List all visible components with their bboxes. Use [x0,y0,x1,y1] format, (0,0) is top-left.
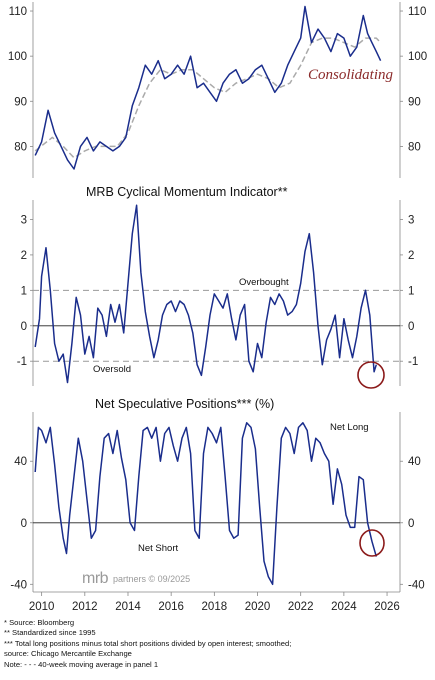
y-tick-label-left: 90 [14,96,27,108]
positions-panel-title: Net Speculative Positions*** (%) [95,397,274,411]
footnote-standardized: ** Standardized since 1995 [4,628,96,638]
footnote-positions-definition: *** Total long positions minus total sho… [4,638,292,648]
highlight-circle-positions [359,529,385,557]
y-tick-label-left: 100 [8,51,27,63]
x-tick-label: 2012 [72,601,98,613]
y-tick-label-left: -1 [17,356,27,368]
y-tick-label-right: 3 [408,214,414,226]
series-line [34,5,382,170]
y-tick-label-right: 100 [408,51,427,63]
x-tick-label: 2010 [29,601,55,613]
brand-logo: mrb partners © 09/2025 [82,570,190,587]
y-tick-label-right: -1 [408,356,418,368]
y-tick-label-right: 0 [408,518,414,530]
panel-price: 80 80 90 90 100 100 110 110 [8,2,427,178]
net-short-label: Net Short [138,543,178,554]
series-line [34,422,378,586]
y-tick-label-right: 40 [408,456,421,468]
x-tick-label: 2016 [158,601,184,613]
footnote-positions-source: source: Chicago Mercantile Exchange [4,649,132,659]
brand-copyright: partners © 09/2025 [113,574,190,584]
y-tick-label-right: -40 [408,579,425,591]
x-tick-label: 2022 [288,601,314,613]
oversold-label: Oversold [93,364,131,375]
moving-average-line [34,37,382,159]
y-tick-label-right: 80 [408,141,421,153]
brand-mark: mrb [82,570,109,587]
footnote-moving-average-note: Note: - - - 40-week moving average in pa… [4,659,159,669]
panel-positions: -40 -40 0 0 40 40 [10,412,425,593]
y-tick-label-right: 90 [408,96,421,108]
y-tick-label-left: 0 [21,518,27,530]
y-tick-label-right: 0 [408,321,414,333]
series-line [34,204,378,384]
consolidating-annotation: Consolidating [308,67,394,83]
footnote-source: * Source: Bloomberg [4,618,75,627]
highlight-circle-momentum [357,361,385,389]
x-tick-label: 2026 [374,601,400,613]
y-tick-label-right: 2 [408,250,414,262]
x-tick-label: 2020 [245,601,271,613]
y-tick-label-left: -40 [10,579,27,591]
y-tick-label-left: 0 [21,321,27,333]
x-tick-label: 2024 [331,601,357,613]
x-tick-label: 2018 [202,601,228,613]
x-axis: 2010 2012 2014 2016 2018 2020 2022 2024 2026 [29,592,400,613]
momentum-panel-title: MRB Cyclical Momentum Indicator** [86,185,288,199]
footnotes: * Source: Bloomberg ** Standardized sinc… [4,618,434,670]
overbought-label: Overbought [239,277,289,288]
y-tick-label-left: 1 [21,285,27,297]
y-tick-label-left: 2 [21,250,27,262]
y-tick-label-right: 110 [408,6,426,18]
y-tick-label-left: 80 [14,141,27,153]
x-tick-label: 2014 [115,601,141,613]
y-tick-label-right: 1 [408,285,414,297]
net-long-label: Net Long [330,422,369,433]
panel-momentum: -1 -1 0 0 1 1 2 2 3 3 [17,200,418,386]
y-tick-label-left: 110 [9,6,27,18]
y-tick-label-left: 40 [14,456,27,468]
y-tick-label-left: 3 [21,214,27,226]
